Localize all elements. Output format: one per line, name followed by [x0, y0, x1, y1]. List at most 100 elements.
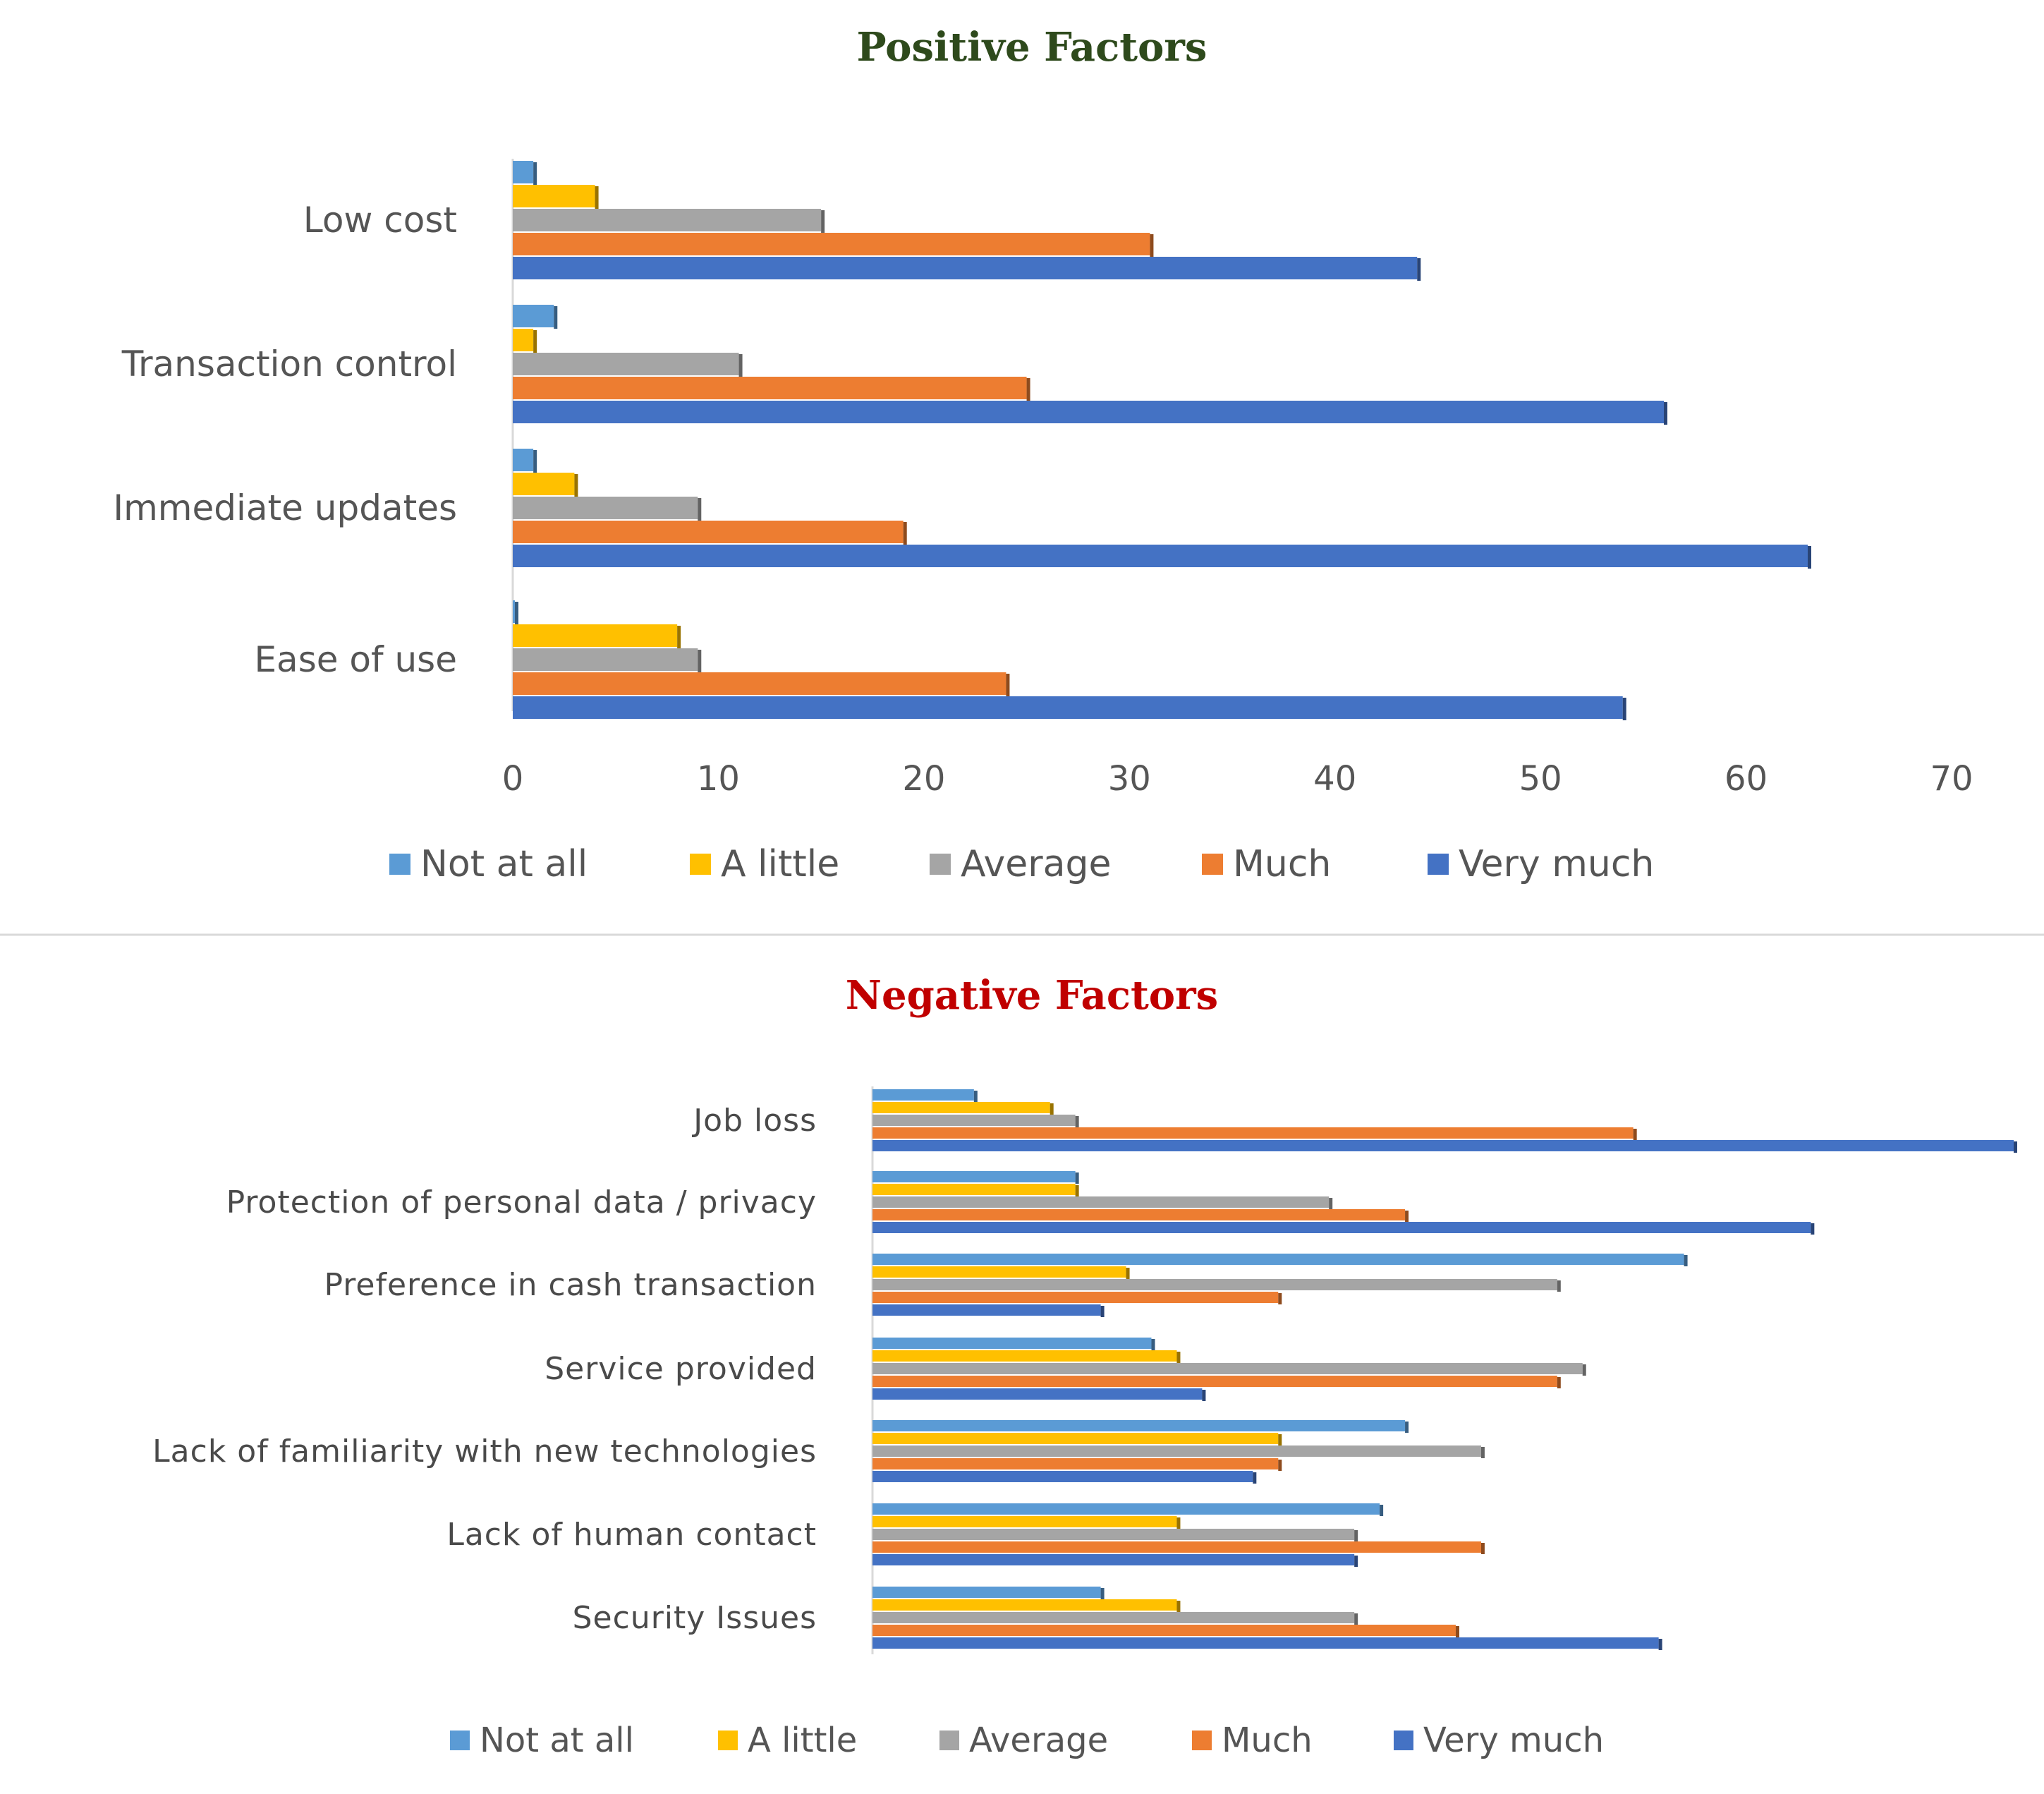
bar-edge-ease-of-use-not-at-all — [515, 602, 518, 624]
bar-lack-of-familiarity-with-new-technologies-very-much — [872, 1471, 1253, 1482]
bar-edge-service-provided-average — [1582, 1364, 1586, 1376]
bar-edge-preference-in-cash-transaction-a-little — [1126, 1268, 1130, 1279]
bar-protection-of-personal-data-privacy-very-much — [872, 1222, 1811, 1233]
bar-edge-immediate-updates-average — [698, 498, 702, 521]
bar-edge-low-cost-very-much — [1417, 258, 1421, 281]
bar-edge-security-issues-not-at-all — [1100, 1588, 1105, 1599]
bar-edge-immediate-updates-much — [903, 522, 907, 545]
bar-immediate-updates-much — [513, 521, 904, 543]
bar-edge-lack-of-familiarity-with-new-technologies-much — [1278, 1460, 1282, 1471]
bar-lack-of-familiarity-with-new-technologies-much — [872, 1458, 1279, 1469]
bar-service-provided-very-much — [872, 1388, 1203, 1400]
bar-edge-security-issues-a-little — [1176, 1601, 1181, 1612]
bar-low-cost-much — [513, 233, 1150, 255]
legend-swatch-average — [939, 1731, 959, 1750]
legend-swatch-average — [930, 854, 951, 875]
bar-edge-lack-of-human-contact-very-much — [1354, 1556, 1358, 1567]
bar-edge-service-provided-a-little — [1176, 1352, 1181, 1363]
bar-low-cost-average — [513, 209, 822, 231]
legend-swatch-much — [1192, 1731, 1212, 1750]
bar-protection-of-personal-data-privacy-not-at-all — [872, 1171, 1076, 1182]
bar-transaction-control-very-much — [513, 401, 1664, 423]
bar-service-provided-not-at-all — [872, 1338, 1152, 1349]
bar-edge-low-cost-a-little — [595, 186, 599, 209]
bar-edge-lack-of-human-contact-not-at-all — [1380, 1505, 1384, 1516]
category-label-lack-of-human-contact: Lack of human contact — [446, 1517, 817, 1553]
negative-factors-chart: Negative Factors Job loss Protection of p… — [152, 972, 2017, 1760]
bar-edge-lack-of-human-contact-a-little — [1176, 1517, 1181, 1529]
bar-lack-of-human-contact-a-little — [872, 1516, 1177, 1527]
bar-edge-transaction-control-not-at-all — [554, 306, 558, 329]
legend-label-very-much: Very much — [1423, 1721, 1604, 1760]
bar-job-loss-not-at-all — [872, 1089, 974, 1101]
bar-lack-of-human-contact-average — [872, 1529, 1355, 1540]
x-tick-label: 40 — [1313, 759, 1356, 799]
bar-protection-of-personal-data-privacy-a-little — [872, 1184, 1076, 1195]
bar-edge-lack-of-familiarity-with-new-technologies-very-much — [1253, 1472, 1257, 1484]
bar-edge-transaction-control-average — [738, 354, 743, 377]
bar-edge-ease-of-use-a-little — [677, 626, 681, 648]
bar-low-cost-not-at-all — [513, 161, 534, 183]
x-tick-label: 50 — [1519, 759, 1562, 799]
legend-swatch-not-at-all — [450, 1731, 470, 1750]
bar-edge-job-loss-much — [1633, 1129, 1637, 1140]
x-tick-label: 70 — [1930, 759, 1973, 799]
category-label-ease-of-use: Ease of use — [254, 639, 457, 680]
bar-preference-in-cash-transaction-not-at-all — [872, 1254, 1684, 1265]
bar-edge-low-cost-not-at-all — [533, 162, 537, 185]
category-label-security-issues: Security Issues — [573, 1600, 817, 1636]
bar-transaction-control-not-at-all — [513, 305, 554, 327]
legend-label-a-little: A little — [721, 843, 839, 885]
bar-job-loss-average — [872, 1115, 1076, 1126]
legend-label-not-at-all: Not at all — [420, 843, 588, 885]
bar-edge-lack-of-human-contact-much — [1480, 1543, 1485, 1554]
bar-edge-protection-of-personal-data-privacy-not-at-all — [1075, 1172, 1079, 1184]
bar-edge-low-cost-average — [821, 210, 825, 233]
bar-edge-service-provided-much — [1557, 1377, 1561, 1388]
legend-swatch-not-at-all — [389, 854, 410, 875]
bar-lack-of-familiarity-with-new-technologies-not-at-all — [872, 1420, 1406, 1431]
x-tick-label: 60 — [1724, 759, 1768, 799]
bar-edge-preference-in-cash-transaction-not-at-all — [1684, 1255, 1688, 1266]
bar-edge-protection-of-personal-data-privacy-much — [1405, 1211, 1409, 1222]
bar-protection-of-personal-data-privacy-much — [872, 1209, 1406, 1220]
bar-edge-low-cost-much — [1150, 234, 1154, 257]
bar-ease-of-use-a-little — [513, 624, 678, 647]
bar-security-issues-a-little — [872, 1599, 1177, 1611]
category-label-service-provided: Service provided — [545, 1351, 817, 1387]
legend-swatch-very-much — [1394, 1731, 1413, 1750]
bar-security-issues-very-much — [872, 1637, 1659, 1649]
bar-edge-ease-of-use-much — [1006, 674, 1010, 696]
legend-label-average: Average — [961, 843, 1112, 885]
legend-label-very-much: Very much — [1459, 843, 1654, 885]
bar-lack-of-human-contact-very-much — [872, 1554, 1355, 1565]
bar-security-issues-average — [872, 1612, 1355, 1623]
bar-edge-security-issues-much — [1455, 1626, 1459, 1637]
bar-edge-transaction-control-a-little — [533, 330, 537, 353]
x-tick-label: 20 — [902, 759, 945, 799]
bar-preference-in-cash-transaction-a-little — [872, 1266, 1126, 1278]
bar-ease-of-use-much — [513, 672, 1006, 695]
bar-immediate-updates-very-much — [513, 545, 1808, 567]
category-label-preference-in-cash-transaction: Preference in cash transaction — [324, 1267, 817, 1303]
legend-label-a-little: A little — [748, 1721, 857, 1760]
positive-factors-chart: Positive Factors Low cost Transaction con… — [113, 24, 1973, 885]
legend-swatch-very-much — [1428, 854, 1449, 875]
bar-edge-lack-of-familiarity-with-new-technologies-a-little — [1278, 1434, 1282, 1445]
bar-ease-of-use-average — [513, 648, 698, 671]
bar-edge-protection-of-personal-data-privacy-a-little — [1075, 1185, 1079, 1196]
bar-edge-job-loss-not-at-all — [973, 1091, 978, 1102]
bar-lack-of-familiarity-with-new-technologies-average — [872, 1445, 1481, 1457]
bar-immediate-updates-average — [513, 497, 698, 519]
bar-job-loss-very-much — [872, 1140, 2014, 1151]
bar-edge-transaction-control-much — [1026, 378, 1030, 401]
bar-edge-ease-of-use-average — [698, 650, 702, 672]
bar-immediate-updates-a-little — [513, 473, 575, 495]
category-label-protection-of-personal-data-privacy: Protection of personal data / privacy — [226, 1184, 817, 1220]
chart-title: Positive Factors — [857, 24, 1207, 71]
bar-edge-immediate-updates-a-little — [574, 474, 578, 497]
bar-security-issues-much — [872, 1625, 1456, 1636]
bar-edge-service-provided-very-much — [1202, 1390, 1206, 1401]
legend-label-much: Much — [1222, 1721, 1313, 1760]
